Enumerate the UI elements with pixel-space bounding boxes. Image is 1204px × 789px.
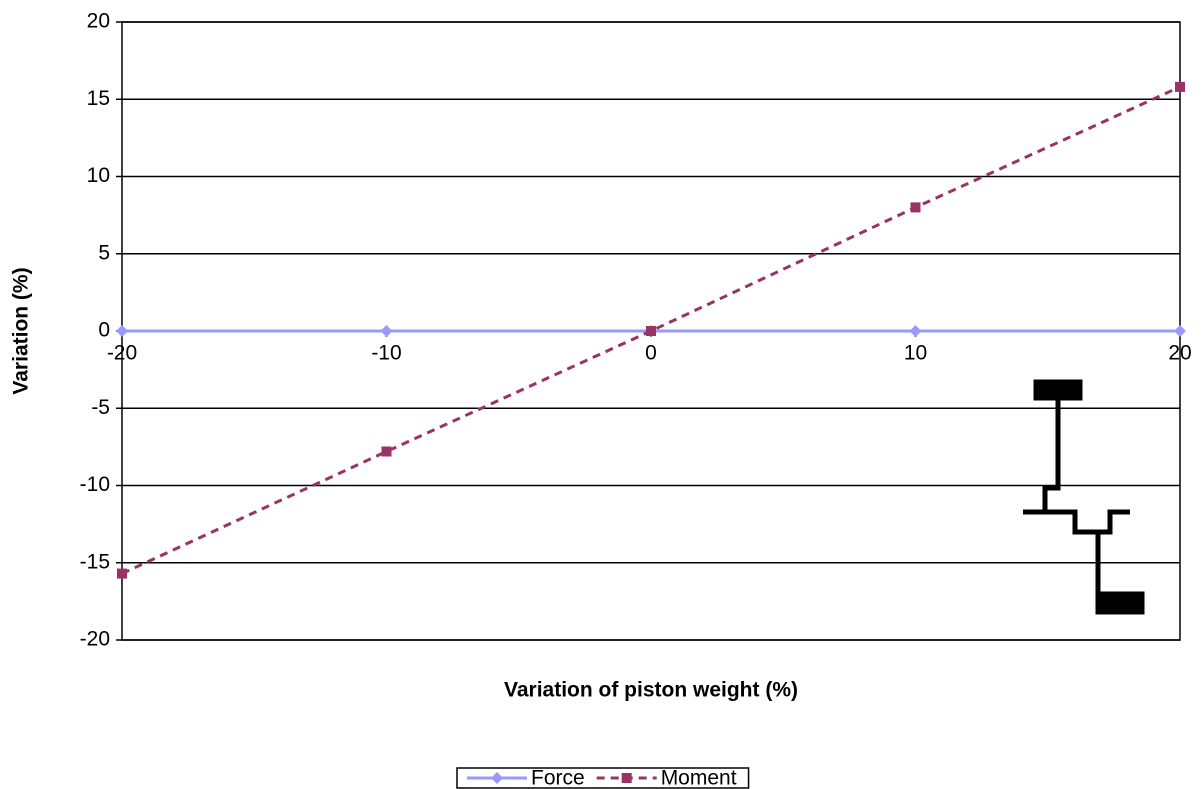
y-tick-label: -20 xyxy=(80,628,110,651)
legend-label: Force xyxy=(531,767,585,789)
decoration-block xyxy=(1095,591,1145,615)
marker xyxy=(116,325,128,337)
x-tick-label: -20 xyxy=(107,342,137,365)
marker xyxy=(117,568,127,579)
marker xyxy=(910,202,921,213)
y-tick-label: 5 xyxy=(98,241,110,264)
marker xyxy=(491,772,503,784)
y-axis-title: Variation (%) xyxy=(10,267,33,394)
y-tick-label: 10 xyxy=(87,164,110,187)
y-tick-label: -15 xyxy=(80,550,110,573)
marker xyxy=(909,325,922,337)
marker xyxy=(381,446,392,457)
x-tick-label: 0 xyxy=(645,342,657,365)
legend: Force Moment xyxy=(456,767,750,789)
x-tick-label: 20 xyxy=(1168,342,1191,365)
decoration-stroke xyxy=(1023,392,1130,600)
marker xyxy=(380,325,393,337)
y-tick-label: 15 xyxy=(87,87,110,110)
marker xyxy=(1175,81,1185,92)
y-tick-label: -5 xyxy=(91,396,110,419)
x-tick-label: -10 xyxy=(371,342,401,365)
marker xyxy=(646,326,656,336)
decoration-block xyxy=(1033,379,1083,401)
y-tick-label: 20 xyxy=(87,10,110,33)
y-tick-label: 0 xyxy=(98,319,110,342)
decoration-glyph xyxy=(1023,379,1145,615)
marker xyxy=(1174,325,1186,337)
x-tick-label: 10 xyxy=(904,342,927,365)
marker xyxy=(621,773,632,783)
legend-label: Moment xyxy=(661,767,737,789)
x-axis-title: Variation of piston weight (%) xyxy=(504,679,798,702)
y-tick-label: -10 xyxy=(80,473,110,496)
